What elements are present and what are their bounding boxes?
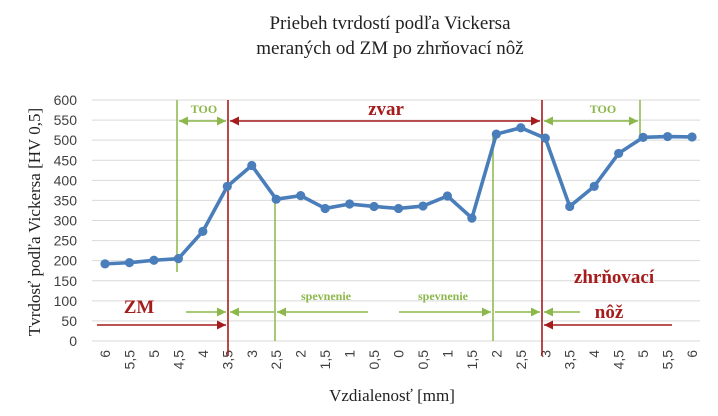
x-tick-label: 4,5 bbox=[611, 350, 627, 370]
x-tick-label: 2,5 bbox=[513, 350, 529, 370]
y-tick-label: 450 bbox=[54, 152, 78, 168]
data-point bbox=[491, 129, 501, 139]
y-tick-label: 250 bbox=[54, 233, 78, 249]
data-point bbox=[320, 203, 330, 214]
arrow-spev-b-head-start bbox=[230, 307, 239, 317]
arrow-spev-c-head-start bbox=[277, 307, 286, 317]
data-point bbox=[124, 258, 135, 268]
x-tick-label: 5 bbox=[146, 350, 162, 358]
annotation-zhrnovaci: zhrňovací bbox=[574, 267, 655, 288]
y-tick-label: 100 bbox=[54, 293, 78, 309]
data-point bbox=[296, 190, 306, 201]
chart-title-line-2: meraných od ZM po zhrňovací nôž bbox=[256, 38, 524, 59]
data-point bbox=[345, 199, 355, 209]
annotation-zm: ZM bbox=[124, 297, 155, 318]
arrow-spev-a-head-end bbox=[217, 307, 226, 317]
annotations: TOO TOO zvar ZM spevnenie spevnenie zhrň… bbox=[97, 99, 672, 356]
y-tick-label: 550 bbox=[54, 112, 78, 128]
x-tick-label: 6 bbox=[97, 350, 113, 358]
x-tick-label: 5,5 bbox=[660, 350, 676, 370]
x-tick-label: 0,5 bbox=[366, 350, 382, 370]
annotation-noz: nôž bbox=[595, 302, 624, 323]
y-tick-label: 150 bbox=[54, 273, 78, 289]
annotation-spevnenie-left: spevnenie bbox=[301, 289, 352, 303]
y-tick-label: 600 bbox=[54, 92, 78, 108]
arrow-spev-d-head-end bbox=[482, 307, 491, 317]
x-tick-label: 6 bbox=[684, 350, 700, 358]
arrow-too-right-head-end bbox=[629, 116, 638, 126]
y-tick-label: 400 bbox=[54, 172, 78, 188]
x-tick-label: 1 bbox=[439, 350, 455, 358]
annotation-spevnenie-right: spevnenie bbox=[418, 289, 469, 303]
arrow-too-right-head-start bbox=[544, 116, 553, 126]
x-tick-label: 4 bbox=[586, 350, 602, 358]
arrow-zm-head-end bbox=[217, 320, 226, 330]
annotation-zvar: zvar bbox=[368, 99, 404, 120]
data-point bbox=[589, 181, 599, 191]
data-point bbox=[247, 160, 257, 171]
chart-title-line-1: Priebeh tvrdostí podľa Vickersa bbox=[269, 13, 511, 34]
x-tick-label: 3,5 bbox=[219, 350, 235, 370]
x-tick-label: 2 bbox=[293, 350, 309, 358]
data-point bbox=[100, 259, 110, 269]
arrow-spev-f-head-start bbox=[544, 307, 553, 317]
data-point bbox=[198, 226, 208, 236]
series bbox=[100, 123, 697, 269]
y-tick-label: 0 bbox=[69, 333, 77, 349]
x-tick-label: 3,5 bbox=[562, 350, 578, 370]
y-tick-labels: 0 50 100 150 200 250 300 350 400 450 500 550 600 bbox=[54, 92, 78, 349]
x-tick-label: 1 bbox=[342, 350, 358, 358]
data-point bbox=[516, 123, 526, 133]
data-point bbox=[467, 213, 477, 223]
y-tick-label: 200 bbox=[54, 253, 78, 269]
arrow-spev-e-head-end bbox=[531, 307, 540, 317]
x-tick-label: 3 bbox=[244, 350, 260, 358]
x-tick-label: 4,5 bbox=[170, 350, 186, 370]
data-point bbox=[222, 181, 232, 191]
data-point bbox=[638, 132, 648, 142]
data-point bbox=[540, 133, 550, 143]
arrow-too-left-head-end bbox=[217, 116, 226, 126]
data-point bbox=[687, 132, 697, 142]
y-tick-label: 500 bbox=[54, 132, 78, 148]
x-tick-label: 2,5 bbox=[268, 350, 284, 370]
x-tick-label: 5,5 bbox=[121, 350, 137, 370]
series-line bbox=[104, 125, 693, 266]
annotation-too-right: TOO bbox=[590, 102, 616, 116]
x-tick-label: 3 bbox=[537, 350, 553, 358]
data-point bbox=[442, 191, 453, 201]
data-point bbox=[614, 148, 624, 159]
data-point bbox=[173, 254, 183, 264]
x-tick-label: 1,5 bbox=[464, 350, 480, 370]
arrow-zvar-head-end bbox=[531, 116, 540, 126]
x-tick-label: 0,5 bbox=[415, 350, 431, 370]
data-point bbox=[271, 194, 281, 204]
x-tick-label: 0 bbox=[391, 350, 407, 358]
y-tick-label: 50 bbox=[61, 313, 77, 329]
data-point bbox=[565, 201, 575, 212]
arrow-noz-head-start bbox=[544, 320, 553, 330]
x-tick-label: 5 bbox=[635, 350, 651, 358]
y-tick-label: 350 bbox=[54, 192, 78, 208]
data-point bbox=[149, 255, 159, 265]
data-point bbox=[418, 201, 428, 211]
x-tick-labels: 6 5,5 5 4,5 4 3,5 3 2,5 2 1,5 1 0,5 0 0,5 1 1,5 2 2,5 3 3,5… bbox=[97, 350, 700, 370]
x-tick-label: 2 bbox=[488, 350, 504, 358]
x-tick-label: 1,5 bbox=[317, 350, 333, 370]
data-point bbox=[393, 203, 404, 214]
annotation-too-left: TOO bbox=[191, 102, 217, 116]
data-point bbox=[662, 131, 673, 142]
y-axis-label: Tvrdosť podľa Vickersa [HV 0,5] bbox=[25, 108, 44, 336]
y-tick-label: 300 bbox=[54, 213, 78, 229]
x-tick-label: 4 bbox=[195, 350, 211, 358]
arrow-zvar-head-start bbox=[230, 116, 239, 126]
x-axis-label: Vzdialenosť [mm] bbox=[329, 386, 455, 405]
arrow-too-left-head-start bbox=[179, 116, 188, 126]
data-point bbox=[369, 201, 379, 212]
